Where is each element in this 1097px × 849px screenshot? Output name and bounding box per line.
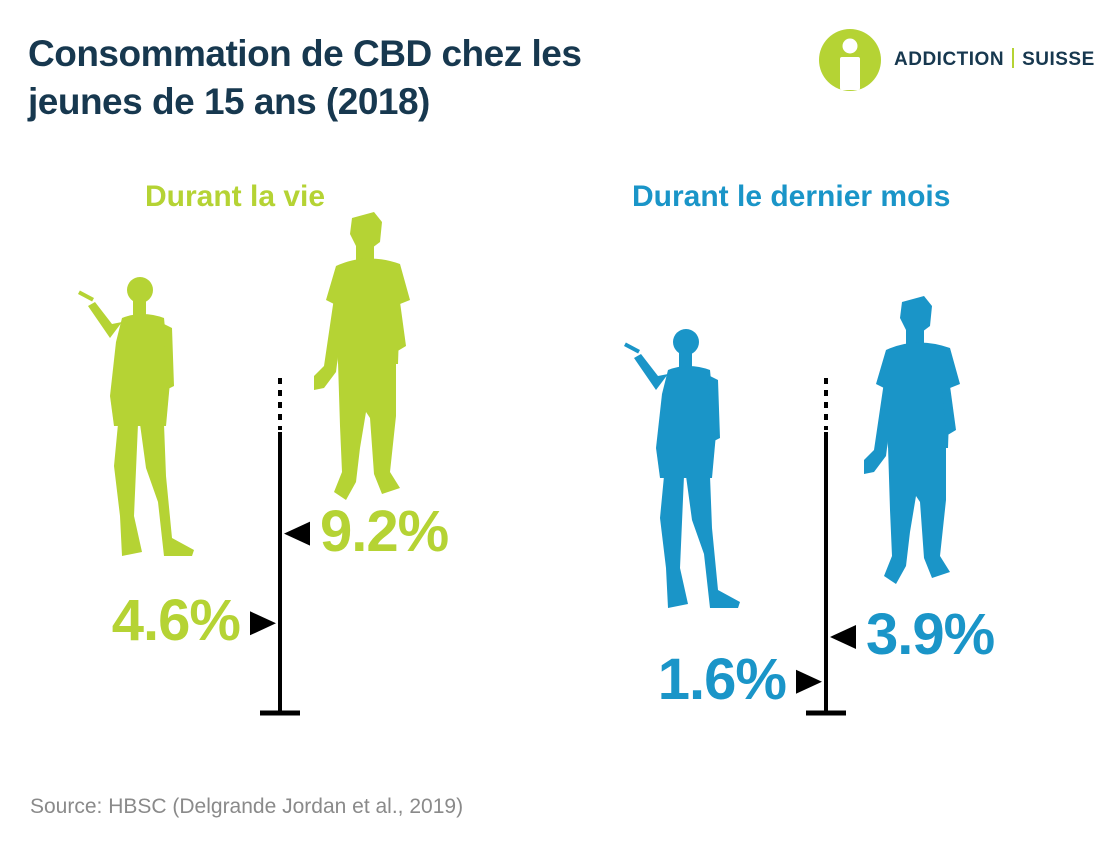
panel-last-month	[623, 296, 960, 716]
boy-silhouette-lifetime	[314, 212, 410, 500]
marker-boy-lifetime	[284, 521, 310, 546]
logo-text-part1: ADDICTION	[894, 49, 1005, 70]
panel-title-last-month: Durant le dernier mois	[632, 180, 951, 213]
logo-icon	[819, 29, 881, 91]
girl-silhouette-month	[623, 329, 740, 608]
boy-silhouette-month	[864, 296, 960, 584]
value-label-lifetime-girl: 4.6%	[111, 588, 241, 654]
marker-girl-month	[796, 669, 822, 694]
addiction-suisse-logo: ADDICTION SUISSE	[818, 28, 1094, 92]
marker-girl-lifetime	[250, 611, 276, 636]
logo-text: ADDICTION SUISSE	[894, 48, 1095, 71]
value-label-month-girl: 1.6%	[657, 646, 787, 712]
value-label-month-boy: 3.9%	[866, 601, 995, 667]
source-note: Source: HBSC (Delgrande Jordan et al., 2…	[30, 795, 464, 818]
girl-silhouette-lifetime	[77, 277, 194, 556]
marker-boy-month	[830, 624, 856, 649]
chart-title: Consommation de CBD chez les jeunes de 1…	[28, 33, 582, 122]
logo-text-part2: SUISSE	[1022, 49, 1095, 70]
value-label-lifetime-boy: 9.2%	[320, 498, 449, 564]
panel-lifetime	[77, 212, 410, 716]
logo-separator	[1012, 48, 1015, 68]
panel-title-lifetime: Durant la vie	[145, 180, 326, 213]
